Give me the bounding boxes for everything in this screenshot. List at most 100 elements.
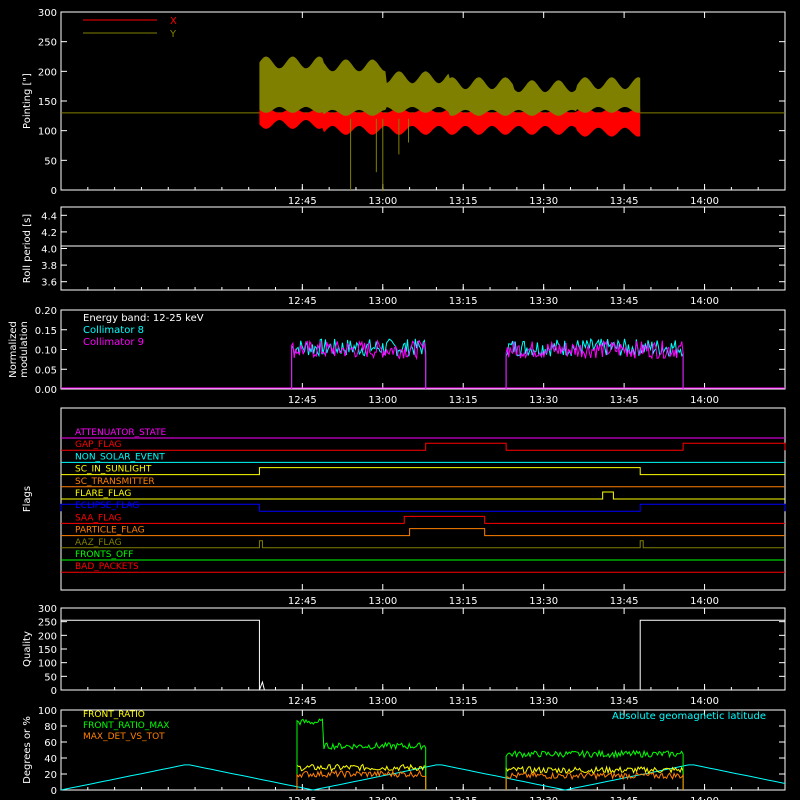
flag-label: FRONTS_OFF (75, 550, 133, 560)
x-tick-label: 12:45 (288, 796, 317, 800)
x-tick-label: 13:30 (529, 696, 558, 707)
y-tick-label: 150 (38, 97, 57, 108)
y-tick-label: 0.15 (35, 326, 57, 337)
x-tick-label: 13:30 (529, 596, 558, 607)
y-tick-label: 20 (44, 770, 57, 781)
panel-4: 12:45 13:00 13:15 13:30 13:45 14:00 Flags ATTEN… (22, 407, 786, 607)
flag-label: ECLIPSE_FLAG (75, 501, 139, 511)
y-tick-label: 200 (38, 631, 57, 642)
legend-front-ratio: FRONT_RATIO (83, 710, 145, 720)
energy-band-label: Energy band: 12-25 keV (83, 313, 204, 324)
x-tick-label: 13:45 (610, 796, 639, 800)
series-max-det-vs-tot (296, 769, 427, 791)
y-tick-label: 0.10 (35, 346, 57, 357)
flag-flare-flag-line (61, 491, 785, 500)
y-tick-label: 0.05 (35, 365, 57, 376)
series-collimator-9 (291, 339, 427, 390)
flag-label: NON_SOLAR_EVENT (75, 452, 165, 462)
series-y-envelope (259, 56, 641, 116)
series-collimator-9 (505, 340, 684, 390)
x-tick-label: 12:45 (288, 196, 317, 207)
y-tick-label: 0 (51, 186, 57, 197)
flag-label: SC_TRANSMITTER (75, 477, 155, 487)
x-tick-label: 13:00 (368, 596, 397, 607)
series-front-ratio (296, 763, 427, 791)
series-front-ratio (505, 765, 684, 791)
y-tick-label: 300 (38, 604, 57, 615)
series-max-det-vs-tot (505, 771, 684, 791)
y-tick-label: 0 (51, 786, 57, 797)
y-axis-label: modulation (19, 321, 30, 378)
flag-label: FLARE_FLAG (75, 489, 131, 499)
x-tick-label: 13:30 (529, 196, 558, 207)
x-tick-label: 13:30 (529, 395, 558, 406)
flag-particle-flag-line (61, 528, 785, 537)
flag-label: AAZ_FLAG (75, 538, 122, 548)
panel-6: 12:45 13:00 13:15 13:30 13:45 14:00 Degrees or… (22, 706, 786, 800)
x-tick-label: 13:00 (368, 196, 397, 207)
y-axis-label: Flags (22, 486, 33, 512)
x-tick-label: 13:15 (449, 196, 478, 207)
quality-line (61, 619, 785, 691)
legend-collimator-8: Collimator 8 (83, 325, 144, 336)
panel-1: 12:45 13:00 13:15 13:30 13:45 14:00 Pointing [… (22, 8, 786, 207)
x-tick-label: 14:00 (690, 696, 719, 707)
x-tick-label: 14:00 (690, 196, 719, 207)
x-tick-label: 12:45 (288, 395, 317, 406)
x-tick-label: 13:30 (529, 796, 558, 800)
y-axis-label: Roll period [s] (22, 214, 33, 283)
legend: XY (83, 16, 177, 40)
legend-label: X (170, 16, 177, 27)
y-axis-label: Degrees or % (22, 716, 33, 784)
y-tick-label: 0 (51, 686, 57, 697)
y-tick-label: 4.0 (41, 245, 57, 256)
panel-3: 12:45 13:00 13:15 13:30 13:45 14:00 0.00 0.05 0.… (8, 306, 786, 406)
flag-eclipse-flag-line (60, 503, 786, 512)
y-tick-label: 3.6 (41, 278, 57, 289)
flag-label: PARTICLE_FLAG (75, 526, 145, 536)
flag-saa-flag-line (61, 515, 785, 524)
y-tick-label: 4.2 (41, 228, 57, 239)
y-axis-label: Normalized (8, 321, 19, 378)
y-tick-label: 50 (44, 156, 57, 167)
legend-front-ratio-max: FRONT_RATIO_MAX (83, 721, 169, 731)
x-tick-label: 13:15 (449, 296, 478, 307)
x-tick-label: 13:15 (449, 796, 478, 800)
y-tick-label: 50 (44, 672, 57, 683)
plot-frame (60, 206, 786, 291)
flag-gap-flag-line (61, 442, 786, 451)
flag-label: GAP_FLAG (75, 440, 121, 450)
y-axis-label: Pointing ["] (22, 73, 33, 129)
flag-label: SAA_FLAG (75, 513, 121, 523)
flag-label: BAD_PACKETS (75, 562, 139, 572)
flag-sc-in-sunlight-line (61, 467, 785, 476)
x-tick-label: 13:30 (529, 296, 558, 307)
x-tick-label: 13:15 (449, 696, 478, 707)
legend-max-det-vs-tot: MAX_DET_VS_TOT (83, 732, 165, 742)
legend-label: Y (169, 29, 177, 40)
x-tick-label: 13:00 (368, 796, 397, 800)
x-tick-label: 13:45 (610, 296, 639, 307)
y-tick-label: 40 (44, 754, 57, 765)
x-tick-label: 12:45 (288, 296, 317, 307)
series-front-ratio-max (505, 749, 684, 791)
flag-label: SC_IN_SUNLIGHT (75, 465, 152, 475)
x-tick-label: 14:00 (690, 796, 719, 800)
x-tick-label: 13:45 (610, 696, 639, 707)
y-tick-label: 250 (38, 618, 57, 629)
y-tick-label: 4.4 (41, 211, 57, 222)
x-tick-label: 13:00 (368, 296, 397, 307)
x-tick-label: 13:15 (449, 596, 478, 607)
legend-geomag-latitude: Absolute geomagnetic latitude (612, 711, 766, 722)
plot-frame (60, 709, 786, 791)
y-tick-label: 0.20 (35, 306, 57, 317)
flag-aaz-flag-line (61, 540, 785, 549)
panel-5: 12:45 13:00 13:15 13:30 13:45 14:00 Quality 0 50… (22, 604, 786, 707)
y-tick-label: 80 (44, 722, 57, 733)
x-tick-label: 12:45 (288, 696, 317, 707)
y-tick-label: 0.00 (35, 385, 57, 396)
x-tick-label: 13:00 (368, 696, 397, 707)
x-tick-label: 14:00 (690, 596, 719, 607)
x-tick-label: 13:45 (610, 395, 639, 406)
